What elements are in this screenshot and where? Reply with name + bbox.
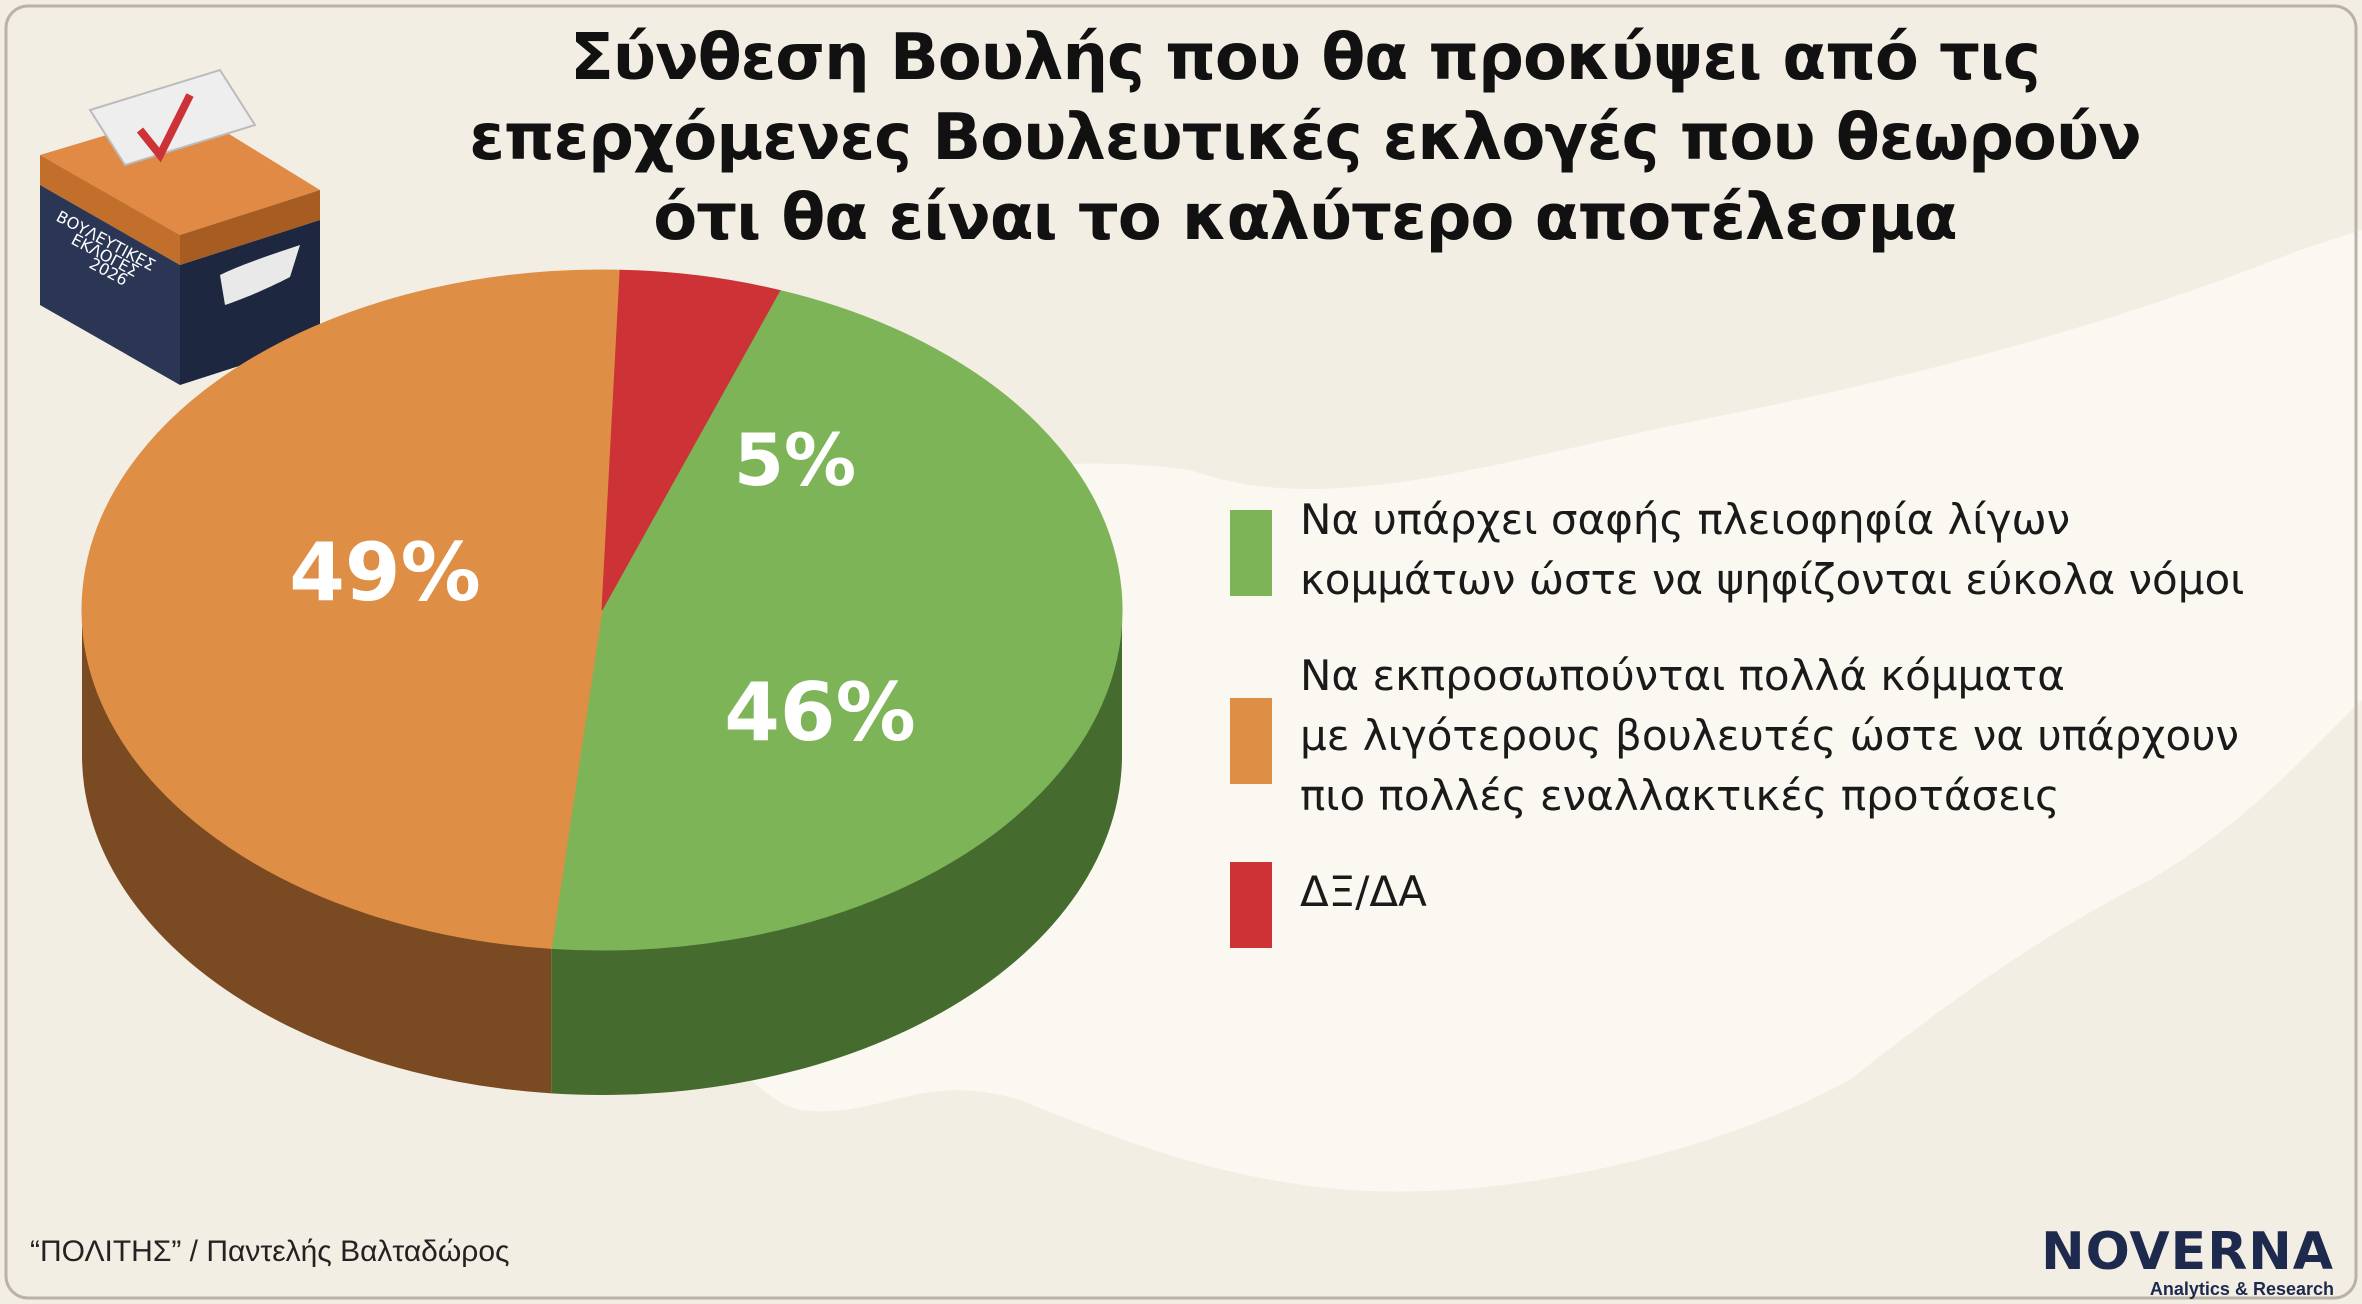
pie-data-label: 46% <box>724 666 915 759</box>
title-line-3: ότι θα είναι το καλύτερο αποτέλεσμα <box>653 181 1957 255</box>
brand-logo: NOVERNA Analytics & Research <box>2041 1225 2334 1300</box>
legend-item-majority: Να υπάρχει σαφής πλειοφηφία λίγων κομμάτ… <box>1230 490 2330 610</box>
legend-line: Να υπάρχει σαφής πλειοφηφία λίγων <box>1300 495 2071 544</box>
brand-tagline: Analytics & Research <box>2149 1279 2334 1299</box>
pie-slice <box>601 269 781 611</box>
pie-slice <box>81 269 621 949</box>
pie-side-0 <box>551 610 1122 1095</box>
legend-line: κομμάτων ώστε να ψηφίζονται εύκολα νόμοι <box>1300 555 2245 604</box>
legend: Να υπάρχει σαφής πλειοφηφία λίγων κομμάτ… <box>1230 490 2330 958</box>
pie-data-label: 49% <box>289 526 480 619</box>
brand-name: NOVERNA <box>2041 1222 2334 1282</box>
pie-slice <box>550 289 1123 951</box>
map-silhouette <box>700 230 2362 1192</box>
source-credit: “ΠΟΛΙΤΗΣ” / Παντελής Βαλταδώρος <box>30 1235 510 1268</box>
legend-swatch-red <box>1230 862 1272 948</box>
chart-title: Σύνθεση Βουλής που θα προκύψει από τις ε… <box>340 18 2270 258</box>
ballot-box-icon: ΒΟΥΛΕΥΤΙΚΕΣ ΕΚΛΟΓΕΣ 2026 <box>40 68 320 385</box>
legend-line: Να εκπροσωπούνται πολλά κόμματα <box>1300 651 2065 700</box>
pie-chart: 46% 49% 5% <box>81 269 1123 1095</box>
title-line-2: επερχόμενες Βουλευτικές εκλογές που θεωρ… <box>469 101 2141 175</box>
legend-line: ΔΞ/ΔΑ <box>1300 867 1427 916</box>
pie-side-1 <box>82 610 552 1094</box>
pie-data-label: 5% <box>734 418 856 502</box>
legend-swatch-orange <box>1230 698 1272 784</box>
legend-line: με λιγότερους βουλευτές ώστε να υπάρχουν <box>1300 711 2239 760</box>
legend-item-many-parties: Να εκπροσωπούνται πολλά κόμματα με λιγότ… <box>1230 646 2330 826</box>
title-line-1: Σύνθεση Βουλής που θα προκύψει από τις <box>570 21 2041 95</box>
legend-text: Να υπάρχει σαφής πλειοφηφία λίγων κομμάτ… <box>1300 490 2330 610</box>
legend-text: ΔΞ/ΔΑ <box>1300 862 2330 922</box>
legend-line: πιο πολλές εναλλακτικές προτάσεις <box>1300 771 2060 820</box>
legend-item-dk-na: ΔΞ/ΔΑ <box>1230 862 2330 948</box>
legend-swatch-green <box>1230 510 1272 596</box>
legend-text: Να εκπροσωπούνται πολλά κόμματα με λιγότ… <box>1300 646 2330 826</box>
